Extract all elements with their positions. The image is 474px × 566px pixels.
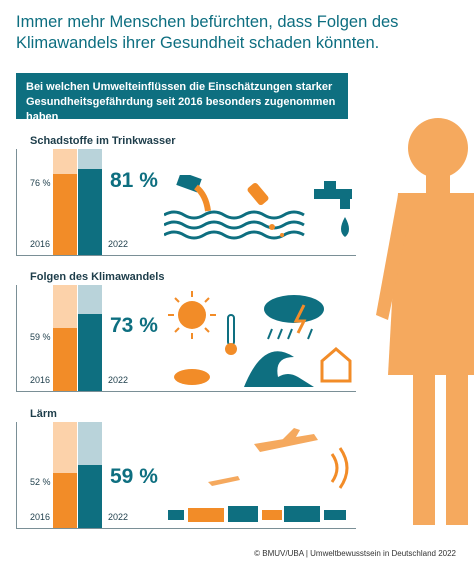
bar-2022 — [78, 313, 102, 391]
axis-line — [16, 285, 17, 391]
bar-2022-bg — [78, 149, 102, 170]
category-label-2016: 2016 — [30, 239, 51, 249]
category-label-2022: 2022 — [108, 239, 129, 249]
bar-2016-bg — [53, 285, 77, 329]
chart-title: Lärm — [30, 408, 57, 420]
baseline — [16, 391, 356, 392]
value-label-2016: 76 % — [30, 178, 51, 189]
category-label-2016: 2016 — [30, 375, 51, 385]
baseline — [16, 528, 356, 529]
water-tap-illustration — [164, 175, 352, 240]
bar-2016 — [53, 472, 77, 528]
category-label-2022: 2022 — [108, 512, 129, 522]
category-label-2016: 2016 — [30, 512, 51, 522]
banner: Bei welchen Umwelteinflüssen die Einschä… — [16, 73, 348, 123]
chart-block-drinking-water: Schadstoffe im Trinkwasser 76 % 81 % 201… — [16, 135, 356, 257]
chart-block-noise: Lärm 52 % 59 % 2016 2022 — [16, 408, 356, 530]
axis-line — [16, 149, 17, 255]
climate-illustration — [168, 291, 352, 387]
footer-credit: © BMUV/UBA | Umweltbewusstsein in Deutsc… — [254, 549, 456, 558]
bar-2022-bg — [78, 285, 102, 314]
value-label-2022: 73 % — [110, 313, 158, 337]
bar-2016 — [53, 328, 77, 391]
chart-title: Schadstoffe im Trinkwasser — [30, 135, 176, 147]
baseline — [16, 255, 356, 256]
headline: Immer mehr Menschen befürchten, dass Fol… — [16, 13, 399, 52]
value-label-2022: 59 % — [110, 465, 158, 489]
bar-2016-bg — [53, 422, 77, 473]
traffic-noise-illustration — [168, 428, 349, 522]
value-label-2022: 81 % — [110, 169, 158, 193]
bar-2022 — [78, 465, 102, 528]
bar-2016 — [53, 174, 77, 255]
axis-line — [16, 422, 17, 528]
chart-title: Folgen des Klimawandels — [30, 271, 165, 283]
bar-2022-bg — [78, 422, 102, 466]
value-label-2016: 59 % — [30, 332, 51, 343]
bar-2022 — [78, 169, 102, 255]
woman-icon — [376, 118, 474, 525]
value-label-2016: 52 % — [30, 476, 51, 487]
category-label-2022: 2022 — [108, 375, 129, 385]
bar-2016-bg — [53, 149, 77, 175]
chart-block-climate: Folgen des Klimawandels 59 % 73 % 2016 2… — [16, 271, 356, 393]
